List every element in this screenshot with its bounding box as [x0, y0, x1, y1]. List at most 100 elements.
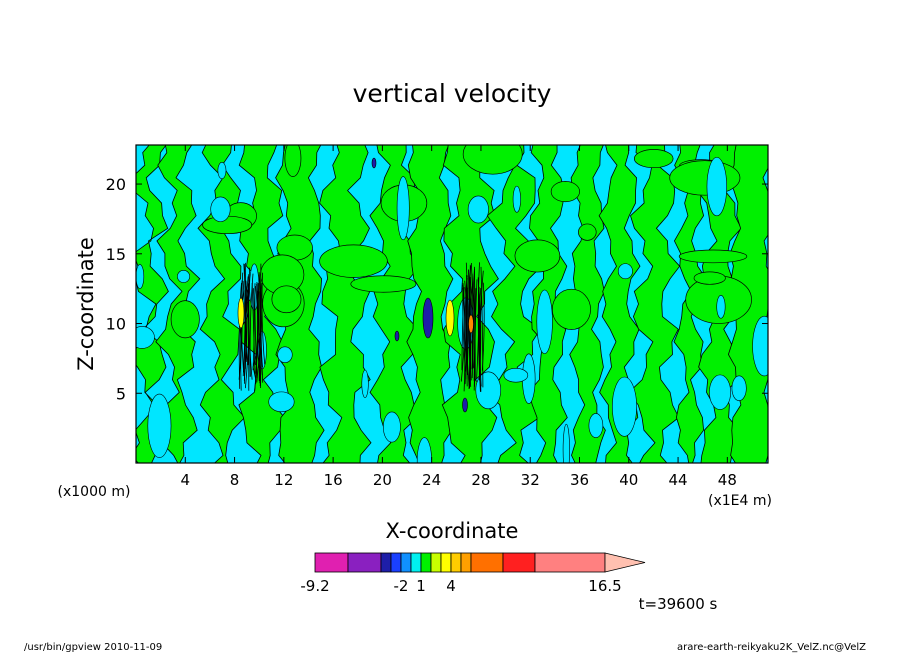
- contour-line: [464, 280, 468, 385]
- contour-patch: [462, 145, 523, 175]
- contour-patch: [350, 275, 417, 293]
- colorbar-tick-label: -9.2: [300, 577, 329, 595]
- contour-hole: [709, 374, 731, 410]
- chart-title: vertical velocity: [353, 79, 552, 108]
- downdraft-core: [422, 297, 434, 339]
- contour-hole: [716, 295, 726, 319]
- contour-line: [244, 263, 246, 384]
- contour-hole: [612, 376, 637, 437]
- contour-patch: [170, 300, 200, 339]
- contour-patch: [284, 145, 302, 177]
- colorbar-tick-label: -2: [394, 577, 409, 595]
- contour-band: [136, 145, 171, 463]
- contour-patch: [271, 285, 302, 314]
- colorbar-segment: [400, 552, 412, 573]
- contour-hole: [617, 263, 633, 280]
- contour-patch: [693, 271, 726, 285]
- x-tick-label: 40: [619, 471, 638, 489]
- contour-hole: [136, 326, 155, 349]
- downdraft-core: [371, 157, 377, 169]
- x-tick-label: 48: [718, 471, 737, 489]
- x-tick-label: 24: [422, 471, 441, 489]
- colorbar-segment: [347, 552, 382, 573]
- colorbar-segment: [410, 552, 422, 573]
- colorbar-tick-label: 1: [416, 577, 426, 595]
- contour-hole: [536, 289, 553, 354]
- contour-patch: [678, 249, 748, 264]
- colorbar-segment: [502, 552, 536, 573]
- contour-hole: [475, 371, 502, 410]
- y-tick-label: 10: [106, 315, 126, 334]
- colorbar-segment: [450, 552, 462, 573]
- contour-band: [628, 145, 681, 463]
- colorbar-extension: [604, 552, 646, 573]
- contour-line: [240, 290, 245, 391]
- footer-left: /usr/bin/gpview 2010-11-09: [24, 642, 162, 653]
- downdraft-core: [394, 330, 400, 342]
- colorbar-segment: [534, 552, 606, 573]
- contour-hole: [396, 176, 410, 241]
- contour-patch: [551, 288, 591, 330]
- plot-area: [136, 145, 768, 463]
- colorbar-tick-label: 16.5: [588, 577, 621, 595]
- contour-hole: [147, 393, 172, 458]
- colorbar-segment: [380, 552, 392, 573]
- contour-line: [251, 282, 256, 374]
- colorbar-segment: [314, 552, 349, 573]
- contour-hole: [277, 346, 293, 364]
- colorbar-segment: [470, 552, 504, 573]
- footer-right: arare-earth-reikyaku2K_VelZ.nc@VelZ: [677, 642, 866, 653]
- x-axis-label: X-coordinate: [386, 519, 519, 543]
- colorbar-tick-labels: -9.2 -2 1 4 16.5: [300, 577, 621, 595]
- y-axis-label: Z-coordinate: [74, 237, 98, 371]
- contour-patch: [633, 149, 674, 169]
- plot-frame: [135, 144, 769, 464]
- updraft-core-strong: [468, 314, 474, 334]
- x-tick-label: 36: [570, 471, 589, 489]
- contour-bands: [136, 145, 768, 463]
- contour-line: [255, 286, 258, 366]
- x-tick-label: 8: [230, 471, 240, 489]
- contour-hole: [467, 195, 489, 224]
- contour-patch: [669, 160, 741, 196]
- contour-line: [243, 263, 247, 363]
- x-tick-label: 44: [669, 471, 688, 489]
- contour-line: [477, 277, 480, 381]
- contour-line: [480, 266, 484, 388]
- contour-line: [252, 288, 255, 371]
- x-tick-label: 32: [521, 471, 540, 489]
- contour-line: [465, 277, 470, 386]
- x-tick-label: 20: [373, 471, 392, 489]
- contour-line: [245, 290, 250, 389]
- y-unit-label: (x1000 m): [58, 484, 131, 500]
- contour-patch: [550, 181, 580, 203]
- contour-patch: [319, 244, 388, 278]
- updraft-core: [237, 297, 245, 329]
- contour-line: [257, 290, 261, 384]
- contour-line: [473, 268, 476, 381]
- contour-hole: [136, 264, 145, 289]
- contour-hole: [588, 413, 604, 438]
- contour-hole: [361, 369, 369, 398]
- colorbar-segment: [440, 552, 452, 573]
- x-tick-label: 4: [181, 471, 191, 489]
- colorbar-segment: [390, 552, 402, 573]
- updraft-core: [445, 299, 455, 337]
- contour-patch: [514, 239, 561, 273]
- x-unit-label: (x1E4 m): [708, 493, 772, 509]
- contour-line: [249, 273, 254, 377]
- x-axis: 4 8 12 16 20 24 28 32 36 40 44 48: [181, 145, 737, 489]
- contour-hole: [731, 375, 747, 401]
- y-tick-label: 15: [106, 245, 126, 264]
- contour-line: [464, 275, 469, 376]
- contour-line: [479, 270, 484, 392]
- contour-line: [258, 274, 262, 389]
- contour-patch: [202, 215, 253, 235]
- x-tick-label: 16: [324, 471, 343, 489]
- contour-patch: [578, 223, 597, 241]
- x-tick-label: 28: [471, 471, 490, 489]
- colorbar-tick-label: 4: [446, 577, 456, 595]
- contour-hole: [752, 315, 768, 377]
- y-tick-label: 20: [106, 175, 126, 194]
